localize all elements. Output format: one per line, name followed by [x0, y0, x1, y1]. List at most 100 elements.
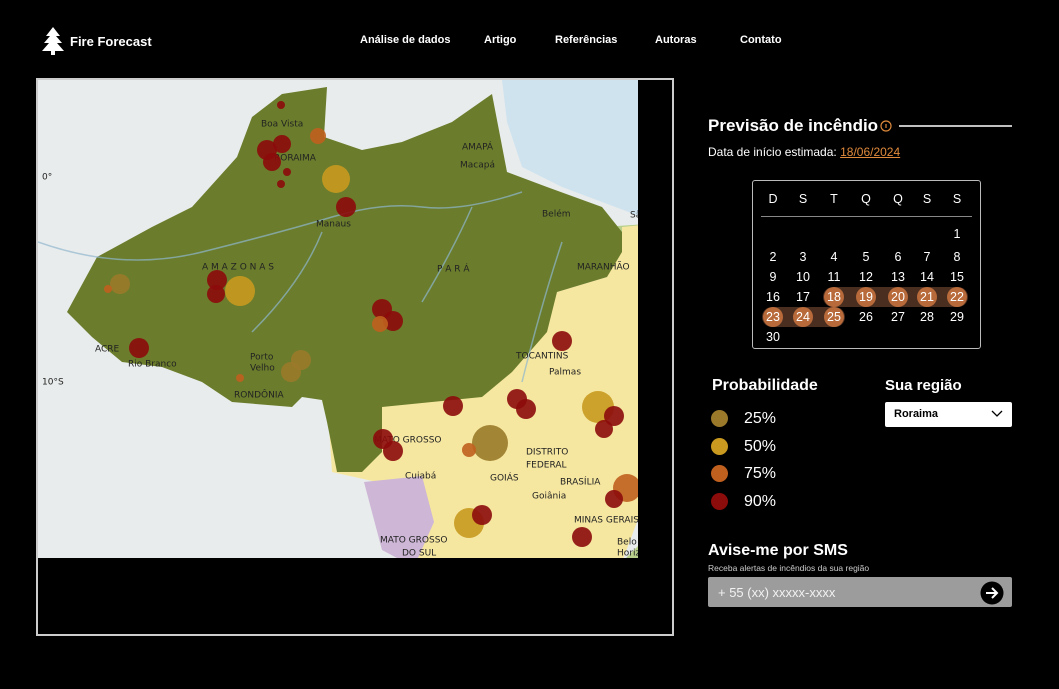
ocean: [502, 80, 638, 216]
weekday: S: [922, 192, 932, 206]
day[interactable]: 7: [923, 250, 931, 264]
sms-title: Avise-me por SMS: [708, 542, 848, 559]
legend-label: 75%: [744, 465, 777, 482]
map-legend-box: [66, 558, 222, 630]
day-selected[interactable]: 24: [793, 307, 813, 327]
weekday: D: [768, 192, 778, 206]
map-label: A M A Z O N A S: [202, 263, 274, 273]
day[interactable]: 2: [769, 250, 777, 264]
calendar: D S T Q Q S S 1 2 3 4 5 6 7 8 9 10 11 12 13 14 15 16 17 18 19 20 21…: [752, 180, 981, 349]
day[interactable]: 13: [891, 270, 905, 284]
day[interactable]: 29: [950, 310, 964, 324]
weekday: Q: [861, 192, 871, 206]
day[interactable]: 26: [859, 310, 873, 324]
pantanal-area: [364, 476, 434, 558]
day[interactable]: 1: [953, 227, 961, 241]
fire-marker: [104, 285, 112, 293]
fire-marker: [572, 527, 592, 547]
day[interactable]: 5: [862, 250, 870, 264]
map-label: SÃO PAULO: [502, 597, 553, 608]
send-button[interactable]: [980, 581, 1004, 605]
map-label: Belém: [542, 209, 571, 220]
day[interactable]: 17: [796, 290, 810, 304]
fire-marker: [207, 285, 225, 303]
fire-marker: [383, 311, 403, 331]
fire-marker: [225, 276, 255, 306]
map-label: RIO I: [650, 602, 672, 612]
sms-subtitle: Receba alertas de incêndios da sua regiã…: [708, 563, 870, 573]
map-label: MARANHÃO: [577, 262, 630, 273]
map-label: DISTRITO: [526, 448, 568, 458]
brand[interactable]: Fire Forecast: [70, 34, 152, 49]
day-selected[interactable]: 18: [824, 287, 844, 307]
day[interactable]: 11: [827, 270, 841, 284]
chevron: [991, 410, 1003, 417]
map-label: DO SUL: [402, 549, 436, 559]
fire-marker: [110, 274, 130, 294]
map-label: Velho: [250, 364, 275, 374]
legend-dot: [711, 410, 728, 427]
nav-link[interactable]: Análise de dados: [360, 34, 451, 46]
date[interactable]: 18/06/2024: [840, 145, 901, 159]
day-selected[interactable]: 22: [947, 287, 967, 307]
region-title: Sua região: [885, 377, 962, 394]
fire-marker: [472, 425, 508, 461]
day[interactable]: 6: [894, 250, 902, 264]
map-label: RORAIMA: [274, 154, 317, 164]
weekday: Q: [893, 192, 903, 206]
day[interactable]: 12: [859, 270, 873, 284]
nav-link[interactable]: Referências: [555, 34, 618, 46]
legend-dot: [711, 437, 728, 455]
day[interactable]: 28: [920, 310, 934, 324]
date-line: Data de início estimada: 18/06/2024: [708, 145, 900, 159]
day[interactable]: 16: [766, 290, 780, 304]
day[interactable]: 15: [950, 270, 964, 284]
day[interactable]: 3: [799, 250, 807, 264]
sms-placeholder: + 55 (xx) xxxxx-xxxx: [718, 585, 836, 600]
day[interactable]: 14: [920, 270, 934, 284]
day[interactable]: 4: [830, 250, 838, 264]
river: [521, 241, 563, 383]
map-label: AMAPÁ: [462, 141, 494, 153]
fire-marker: [283, 168, 291, 176]
fire-marker: [263, 153, 281, 171]
fire-marker: [516, 399, 536, 419]
day[interactable]: 8: [953, 250, 961, 264]
nav-link[interactable]: Contato: [740, 34, 782, 46]
fire-marker: [372, 316, 388, 332]
day[interactable]: 27: [891, 310, 905, 324]
river: [421, 206, 473, 303]
weekday: S: [952, 192, 962, 206]
fire-marker: [281, 362, 301, 382]
map-label: Grande: [410, 588, 444, 598]
fire-marker: [604, 406, 624, 426]
map-label: TOCANTINS: [515, 352, 569, 362]
sms-input[interactable]: + 55 (xx) xxxxx-xxxx: [708, 577, 1012, 607]
day-selected[interactable]: 25: [824, 307, 844, 327]
nav-link[interactable]: Artigo: [484, 34, 517, 46]
day-selected[interactable]: 19: [856, 287, 876, 307]
map-label: RONDÔNIA: [234, 389, 284, 401]
day-selected[interactable]: 21: [917, 287, 937, 307]
day[interactable]: 10: [796, 270, 810, 284]
day-selected[interactable]: 20: [888, 287, 908, 307]
nav-link[interactable]: Autoras: [655, 34, 697, 46]
map-label: Teres: [653, 282, 674, 292]
fire-marker: [310, 128, 326, 144]
map-label: MATO GROSSO: [374, 436, 442, 446]
fire-marker: [129, 338, 149, 358]
day[interactable]: 9: [769, 270, 777, 284]
weekday: T: [830, 192, 838, 206]
probability-title: Probabilidade: [712, 377, 818, 394]
fire-marker: [595, 420, 613, 438]
map: Boa Vista RORAIMA AMAPÁ Macapá Belém São Luís…: [36, 78, 674, 636]
map-label: Rio de Jane: [622, 629, 673, 637]
map-label: Horizonte: [617, 549, 661, 559]
day[interactable]: 30: [766, 330, 780, 344]
map-label: P A R Á: [437, 263, 470, 275]
map-label: São Luís: [630, 211, 668, 221]
river: [251, 231, 323, 333]
day-selected[interactable]: 23: [763, 307, 783, 327]
region-select[interactable]: Roraima: [885, 402, 1012, 427]
